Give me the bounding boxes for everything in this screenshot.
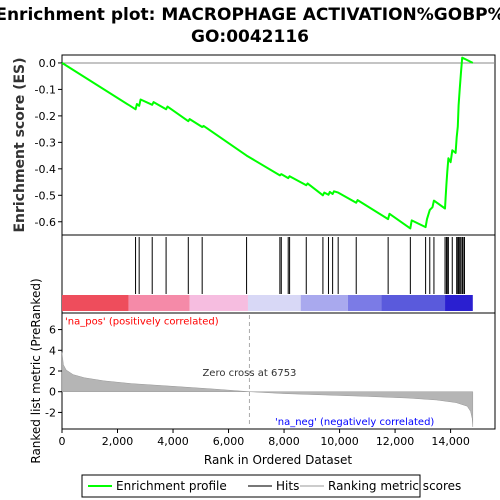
colorbar-segment: [247, 295, 301, 311]
colorbar-segment: [347, 295, 382, 311]
legend-label-enrichment-profile: Enrichment profile: [116, 479, 227, 493]
rank-y-tick-label: 4: [49, 344, 56, 357]
es-y-tick-label: -0.2: [35, 110, 56, 123]
rank-y-tick-label: 0: [49, 386, 56, 399]
legend-label-ranking-metric-scores: Ranking metric scores: [328, 479, 461, 493]
es-panel-frame: [61, 54, 496, 236]
legend-label-hits: Hits: [276, 479, 299, 493]
colorbar-segment: [300, 295, 348, 311]
ranking-colorbar: [62, 295, 473, 311]
colorbar-segment: [189, 295, 248, 311]
es-panel: 0.0 -0.1 -0.2 -0.3 -0.4 -0.5 -0.6 Enrichment s…: [12, 54, 496, 236]
x-tick-label: 2,000: [102, 435, 134, 448]
x-tick-label: 14,000: [431, 435, 470, 448]
x-axis-ticks: 0 2,000 4,000 6,000 8,000 10,000 12,000 14,000: [59, 429, 470, 448]
hit-lines: [135, 237, 465, 294]
chart-title-line2: GO:0042116: [191, 27, 309, 47]
legend: Enrichment profile Hits Ranking metric s…: [81, 474, 461, 498]
ranking-metric-area: [61, 352, 474, 427]
enrichment-profile-line: [61, 56, 474, 230]
zero-cross-label: Zero cross at 6753: [202, 368, 296, 379]
es-y-axis-label: Enrichment score (ES): [12, 57, 28, 232]
colorbar-segment: [381, 295, 446, 311]
es-y-tick-label: -0.1: [35, 83, 56, 96]
x-tick-label: 0: [59, 435, 66, 448]
x-tick-label: 8,000: [268, 435, 300, 448]
es-y-ticks: 0.0 -0.1 -0.2 -0.3 -0.4 -0.5 -0.6: [35, 57, 62, 229]
es-y-tick-label: -0.6: [35, 216, 56, 229]
colorbar-segment: [128, 295, 190, 311]
es-y-tick-label: -0.4: [35, 163, 56, 176]
positive-correlation-label: 'na_pos' (positively correlated): [65, 316, 219, 327]
x-axis-label: Rank in Ordered Dataset: [204, 453, 352, 467]
negative-correlation-label: 'na_neg' (negatively correlated): [275, 417, 434, 428]
rank-y-tick-label: 6: [49, 324, 56, 337]
rank-y-tick-label: 2: [49, 365, 56, 378]
colorbar-segment: [445, 295, 473, 311]
rank-panel-frame: [61, 312, 496, 430]
hits-panel: [61, 234, 496, 314]
x-tick-label: 10,000: [320, 435, 359, 448]
es-y-tick-label: -0.5: [35, 189, 56, 202]
es-y-tick-label: -0.3: [35, 136, 56, 149]
colorbar-segment: [62, 295, 129, 311]
x-tick-label: 6,000: [213, 435, 245, 448]
rank-y-ticks: 6 4 2 0 -2: [45, 324, 62, 419]
es-y-tick-label: 0.0: [39, 57, 57, 70]
rank-panel: 6 4 2 0 -2 Zero cross at 6753 'na_pos' (posi…: [29, 278, 496, 464]
chart-title-line1: Enrichment plot: MACROPHAGE ACTIVATION%G…: [0, 5, 500, 25]
x-tick-label: 12,000: [376, 435, 415, 448]
x-tick-label: 4,000: [157, 435, 189, 448]
rank-y-axis-label: Ranked list metric (PreRanked): [29, 278, 43, 463]
rank-y-tick-label: -2: [45, 406, 56, 419]
